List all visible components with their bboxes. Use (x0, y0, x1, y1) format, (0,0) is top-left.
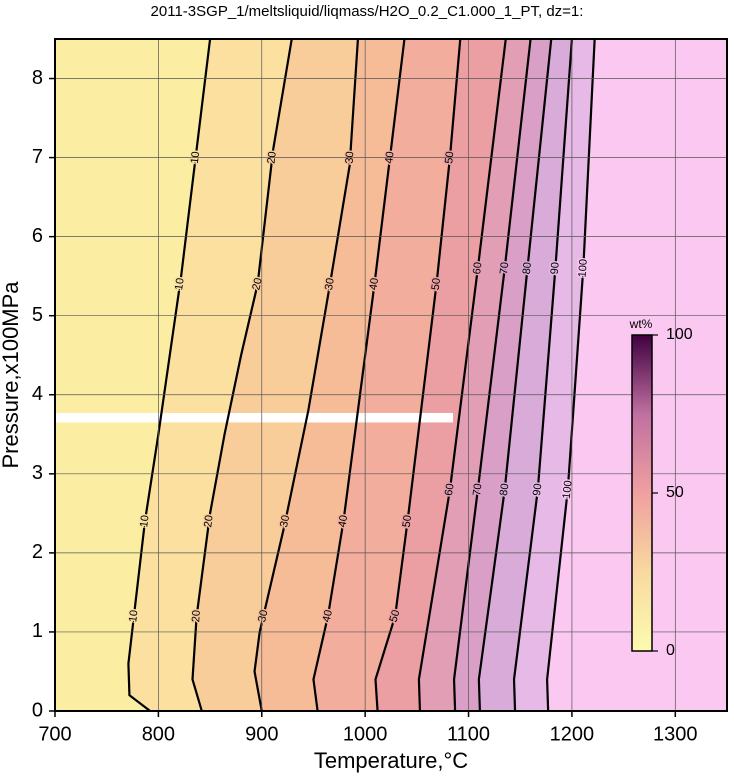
contour-line (546, 39, 596, 711)
x-tick-label: 800 (142, 723, 175, 745)
contour-label: 50 (430, 277, 443, 291)
colorbar-tick-label: 0 (666, 642, 675, 659)
plot-area: 1010101020202020303030304040404050505050… (55, 39, 727, 711)
plot-frame (54, 38, 728, 712)
x-tick-label: 1200 (550, 723, 595, 745)
contour-line (417, 39, 507, 711)
contour-label: 60 (443, 483, 457, 497)
y-tick-label: 2 (32, 541, 43, 563)
y-tick-label: 7 (32, 146, 43, 168)
chart-title: 2011-3SGP_1/meltsliquid/liqmass/H2O_0.2_… (151, 3, 584, 20)
x-tick-label: 1000 (343, 723, 388, 745)
contour-label: 60 (471, 261, 484, 275)
contour-label: 20 (190, 610, 203, 623)
contour-label: 20 (202, 514, 215, 528)
data-gap (55, 412, 454, 423)
contour-label: 80 (498, 483, 512, 497)
contour-label: 70 (471, 483, 484, 497)
contour-line (191, 39, 293, 711)
contour-label: 10 (127, 609, 140, 623)
contour-line (477, 39, 553, 711)
y-tick-label: 5 (32, 304, 43, 326)
contour-label: 40 (336, 514, 350, 528)
y-tick-label: 1 (32, 620, 43, 642)
contour-label: 100 (577, 259, 590, 278)
colorbar-tick-label: 50 (666, 484, 684, 501)
contour-label: 90 (531, 483, 544, 497)
contour-label: 40 (321, 609, 335, 624)
contour-label: 30 (278, 514, 292, 528)
contour-label: 40 (368, 277, 381, 291)
contour-label: 50 (387, 608, 402, 623)
contour-label: 30 (323, 277, 337, 291)
colorbar-tick-label: 100 (666, 326, 693, 343)
x-axis-label: Temperature,°C (314, 748, 468, 773)
contour-line (253, 39, 360, 711)
y-axis-label: Pressure,x100MPa (0, 281, 23, 469)
x-tick-label: 1300 (653, 723, 698, 745)
y-tick-label: 8 (32, 67, 43, 89)
contour-label: 30 (256, 609, 270, 624)
contour-line (512, 39, 574, 711)
contour-label: 80 (521, 262, 534, 275)
contour-label: 50 (401, 514, 414, 528)
contour-label: 70 (498, 261, 511, 275)
contour-label: 10 (138, 514, 151, 528)
colorbar-label: wt% (629, 317, 653, 331)
y-tick-label: 6 (32, 225, 43, 247)
x-tick-label: 900 (245, 723, 278, 745)
contour-label: 90 (549, 262, 562, 275)
colorbar (631, 334, 653, 652)
contour-line (452, 39, 532, 711)
y-tick-label: 0 (32, 699, 43, 721)
y-tick-label: 4 (32, 383, 43, 405)
contour-label: 100 (561, 480, 575, 500)
x-tick-label: 700 (38, 723, 71, 745)
x-tick-label: 1100 (447, 723, 490, 745)
contour-label: 10 (173, 277, 187, 291)
contour-line (312, 39, 406, 711)
y-tick-label: 3 (32, 462, 43, 484)
contour-line (374, 39, 462, 711)
